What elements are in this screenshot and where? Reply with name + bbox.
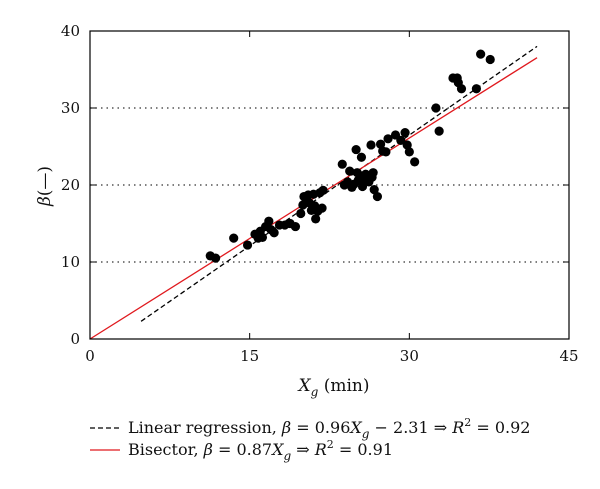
data-point xyxy=(456,84,467,94)
x-tick-label: 15 xyxy=(240,347,259,365)
axis-ticks: 0 15 30 45 0 10 20 30 40 xyxy=(61,22,579,365)
data-point xyxy=(400,128,410,138)
data-point xyxy=(485,54,495,65)
y-tick-label: 0 xyxy=(70,330,80,348)
data-points xyxy=(205,49,495,263)
legend-entry-linear-regression: Linear regression, β = 0.96Xg − 2.31 ⇒ R… xyxy=(128,416,530,441)
data-point xyxy=(229,233,239,243)
data-point xyxy=(410,157,420,167)
data-point xyxy=(375,139,386,149)
data-point xyxy=(318,185,328,195)
data-point xyxy=(404,147,414,157)
data-point xyxy=(366,140,376,150)
data-point xyxy=(269,228,279,238)
data-point xyxy=(296,208,306,219)
data-point xyxy=(381,147,391,157)
data-point xyxy=(264,216,274,226)
data-point xyxy=(345,166,355,176)
grid-lines xyxy=(90,107,569,263)
data-point xyxy=(431,103,441,113)
x-axis-label: Xg (min) xyxy=(297,376,370,399)
data-point xyxy=(257,232,268,242)
y-tick-label: 10 xyxy=(61,253,80,271)
legend-entry-bisector: Bisector, β = 0.87Xg ⇒ R2 = 0.91 xyxy=(128,438,393,463)
y-tick-label: 40 xyxy=(61,22,80,40)
data-point xyxy=(471,84,481,94)
data-point xyxy=(317,203,327,213)
x-tick-label: 30 xyxy=(400,347,419,365)
data-point xyxy=(476,49,486,59)
data-point xyxy=(402,140,412,150)
data-point xyxy=(372,191,382,202)
data-point xyxy=(357,181,368,192)
data-point xyxy=(368,168,378,178)
data-point xyxy=(211,253,221,263)
data-point xyxy=(396,135,406,145)
data-point xyxy=(356,152,367,162)
data-point xyxy=(369,185,379,195)
data-point xyxy=(311,214,321,224)
legend: Linear regression, β = 0.96Xg − 2.31 ⇒ R… xyxy=(90,416,530,463)
data-point xyxy=(434,126,444,136)
data-point xyxy=(290,221,301,232)
data-point xyxy=(351,144,361,155)
x-tick-label: 45 xyxy=(559,347,578,365)
series-line-linear-regression xyxy=(140,45,538,322)
y-axis-label: β(—) xyxy=(35,166,55,207)
data-point xyxy=(242,240,253,250)
x-tick-label: 0 xyxy=(85,347,95,365)
y-tick-label: 30 xyxy=(61,99,80,117)
data-point xyxy=(337,159,347,169)
data-point xyxy=(383,134,393,144)
y-tick-label: 20 xyxy=(61,176,80,194)
